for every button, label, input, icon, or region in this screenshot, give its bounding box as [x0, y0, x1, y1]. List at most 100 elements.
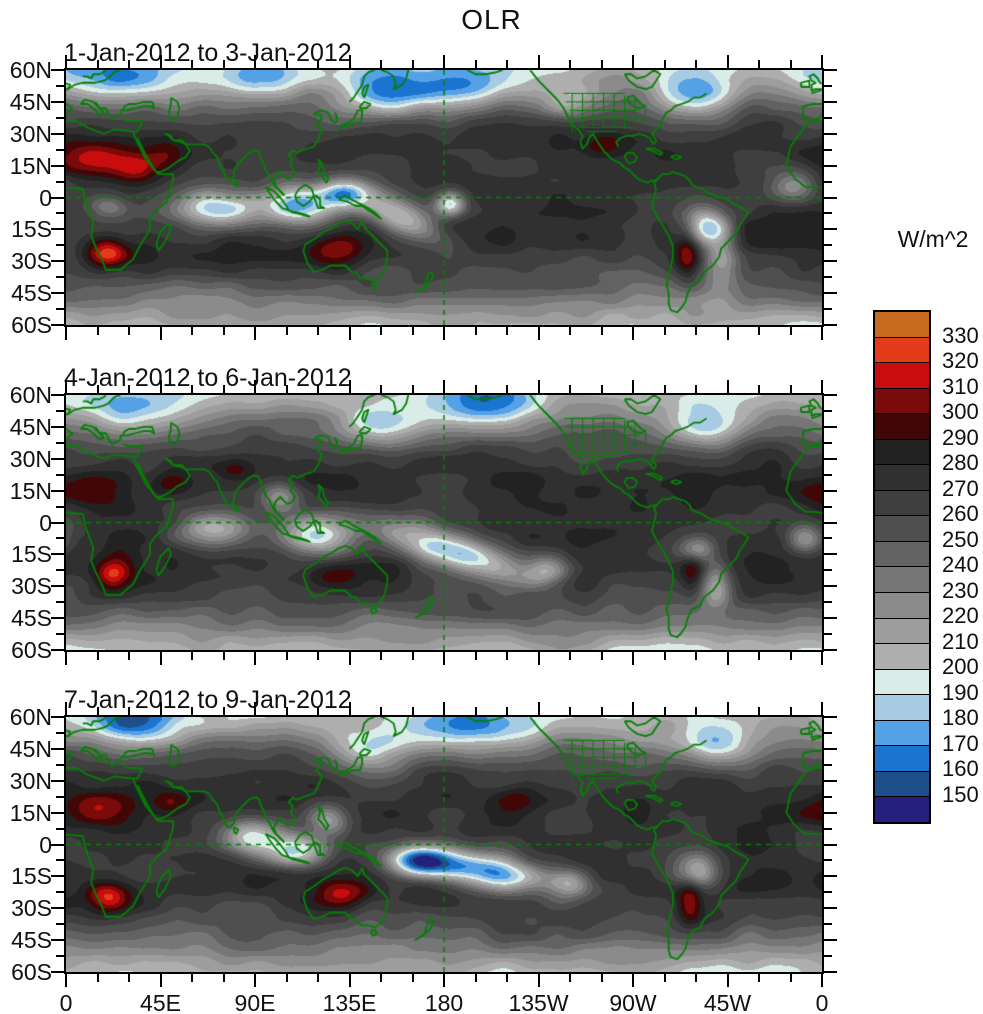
lat-tick-label: 30N: [9, 446, 52, 472]
lat-tick: [51, 260, 64, 262]
lon-tick: [821, 702, 823, 715]
lat-tick: [824, 780, 837, 782]
lat-tick-label: 45S: [11, 280, 52, 306]
lon-tick: [758, 60, 760, 68]
lat-tick: [824, 522, 837, 524]
colorbar-level-label: 290: [942, 424, 979, 450]
colorbar-cell: [875, 695, 929, 721]
lon-tick: [254, 55, 256, 68]
colorbar-cell: [875, 746, 929, 772]
lon-tick: [223, 385, 225, 393]
lon-tick: [65, 652, 67, 665]
lon-tick: [601, 385, 603, 393]
lon-tick: [664, 707, 666, 715]
lon-tick: [758, 652, 760, 660]
lon-tick: [191, 974, 193, 982]
lat-tick: [824, 117, 832, 119]
colorbar-level-label: 300: [942, 399, 979, 424]
lat-tick: [56, 923, 64, 925]
lat-tick: [56, 212, 64, 214]
lat-tick: [824, 260, 837, 262]
lon-tick: [443, 55, 445, 68]
lon-tick: [97, 652, 99, 660]
lon-tick-label: 45E: [140, 990, 181, 1014]
lat-tick-label: 60N: [9, 704, 52, 730]
olr-map-canvas-1: [66, 70, 822, 325]
lon-tick: [695, 385, 697, 393]
lat-tick: [824, 617, 837, 619]
lon-tick: [632, 55, 634, 68]
lat-tick: [824, 474, 832, 476]
lon-tick: [223, 327, 225, 335]
lat-tick: [56, 891, 64, 893]
lat-tick: [824, 859, 832, 861]
lat-tick: [51, 522, 64, 524]
lat-tick-label: 45N: [9, 414, 52, 440]
lat-tick: [824, 569, 832, 571]
lon-tick: [160, 702, 162, 715]
lon-tick: [128, 327, 130, 335]
lat-tick: [824, 764, 832, 766]
colorbar-cell: [875, 541, 929, 568]
lon-tick: [412, 385, 414, 393]
lon-tick: [758, 974, 760, 982]
lat-tick: [56, 828, 64, 830]
colorbar-cell: [875, 669, 929, 696]
colorbar-level-label: 170: [942, 730, 979, 756]
colorbar-level-label: 240: [942, 552, 979, 577]
colorbar-cell: [875, 465, 929, 491]
lat-tick: [56, 181, 64, 183]
lon-tick: [506, 60, 508, 68]
lat-tick: [51, 844, 64, 846]
panel-2-title: 4-Jan-2012 to 6-Jan-2012: [64, 364, 352, 392]
lon-tick: [412, 974, 414, 982]
lon-tick: [664, 60, 666, 68]
lat-tick: [824, 410, 832, 412]
lat-tick: [824, 394, 837, 396]
map-panel-3: [64, 715, 824, 974]
lat-tick: [51, 394, 64, 396]
lon-tick: [443, 702, 445, 715]
lat-tick: [56, 244, 64, 246]
lat-tick: [824, 212, 832, 214]
map-panel-1: [64, 68, 824, 327]
lat-tick: [824, 828, 832, 830]
colorbar-level-label: 180: [942, 705, 979, 730]
lon-tick: [790, 327, 792, 335]
lat-tick-label: 0: [39, 832, 52, 858]
lon-tick: [821, 974, 823, 987]
colorbar-cell: [875, 337, 929, 364]
lon-tick-label: 0: [815, 990, 829, 1014]
lon-tick: [97, 60, 99, 68]
lon-tick: [286, 974, 288, 982]
colorbar-level-label: 150: [942, 781, 979, 807]
lat-tick-label: 15N: [9, 800, 52, 826]
lat-tick: [51, 585, 64, 587]
lon-tick: [160, 974, 162, 987]
lon-tick: [538, 55, 540, 68]
lat-tick: [824, 939, 837, 941]
colorbar-level-label: 160: [942, 756, 979, 781]
lon-tick: [632, 327, 634, 340]
lon-tick: [191, 652, 193, 660]
lat-tick: [56, 410, 64, 412]
lat-tick: [51, 458, 64, 460]
colorbar-cell: [875, 567, 929, 594]
lon-tick: [727, 702, 729, 715]
lon-tick: [538, 974, 540, 987]
lat-tick: [824, 308, 832, 310]
lat-tick: [51, 228, 64, 230]
lon-tick: [664, 385, 666, 393]
lon-tick: [97, 974, 99, 982]
lat-tick: [56, 117, 64, 119]
lat-tick-label: 15S: [11, 541, 52, 567]
lon-tick: [349, 702, 351, 715]
colorbar-level-label: 190: [942, 679, 979, 705]
lon-tick: [506, 707, 508, 715]
lat-tick-label: 45N: [9, 736, 52, 762]
colorbar-cell: [875, 771, 929, 798]
lon-tick: [758, 385, 760, 393]
lon-tick: [223, 60, 225, 68]
lon-tick: [65, 55, 67, 68]
lat-tick: [824, 812, 837, 814]
